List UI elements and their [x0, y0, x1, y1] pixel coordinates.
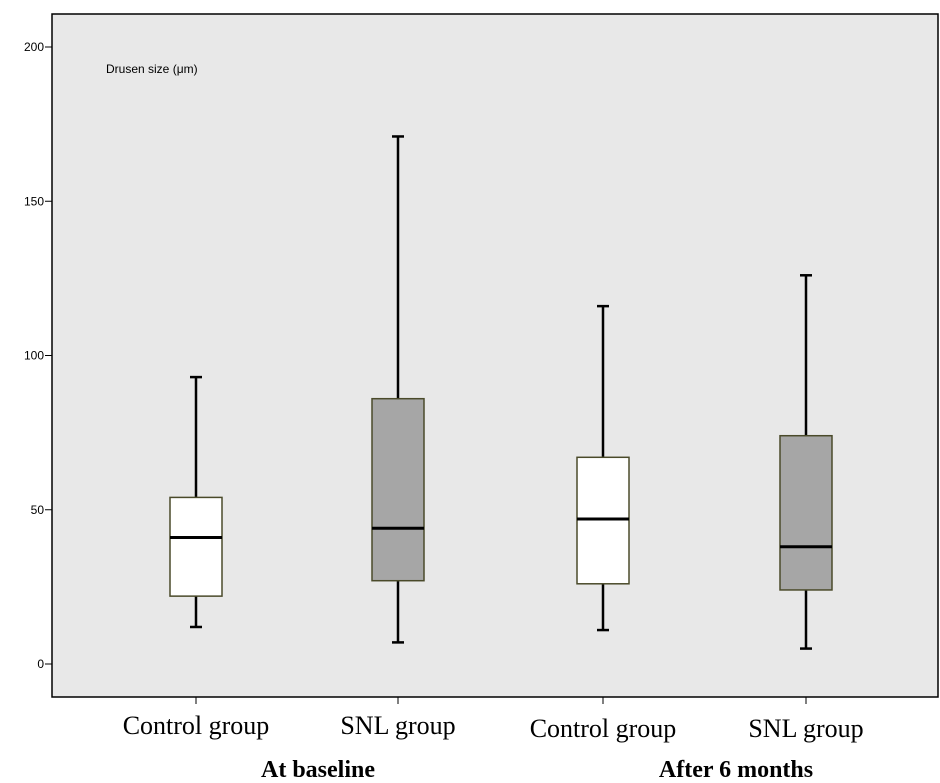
x-category-label: SNL group	[748, 714, 863, 743]
box-1	[169, 375, 223, 629]
box-2	[371, 135, 425, 644]
iqr-box	[169, 496, 223, 597]
box-4	[779, 274, 833, 650]
y-tick-label: 50	[31, 503, 45, 517]
x-category-label: Control group	[530, 714, 677, 743]
group-label: After 6 months	[659, 757, 813, 783]
y-axis: 0 50 100 150 200	[24, 40, 52, 671]
x-category-label: SNL group	[340, 711, 455, 740]
x-category-label: Control group	[123, 711, 270, 740]
iqr-box	[779, 434, 833, 591]
y-tick-label: 100	[24, 349, 44, 363]
iqr-box	[576, 456, 630, 585]
y-axis-annotation: Drusen size (μm)	[106, 62, 198, 76]
group-labels: At baseline After 6 months	[261, 757, 813, 783]
y-tick-label: 150	[24, 194, 44, 208]
iqr-box	[371, 397, 425, 582]
y-tick-label: 200	[24, 40, 44, 54]
y-tick-label: 0	[37, 657, 44, 671]
group-label: At baseline	[261, 757, 375, 783]
boxes-layer	[169, 135, 833, 650]
x-axis: Control group SNL group Control group SNL g…	[123, 697, 864, 743]
box-3	[576, 304, 630, 632]
